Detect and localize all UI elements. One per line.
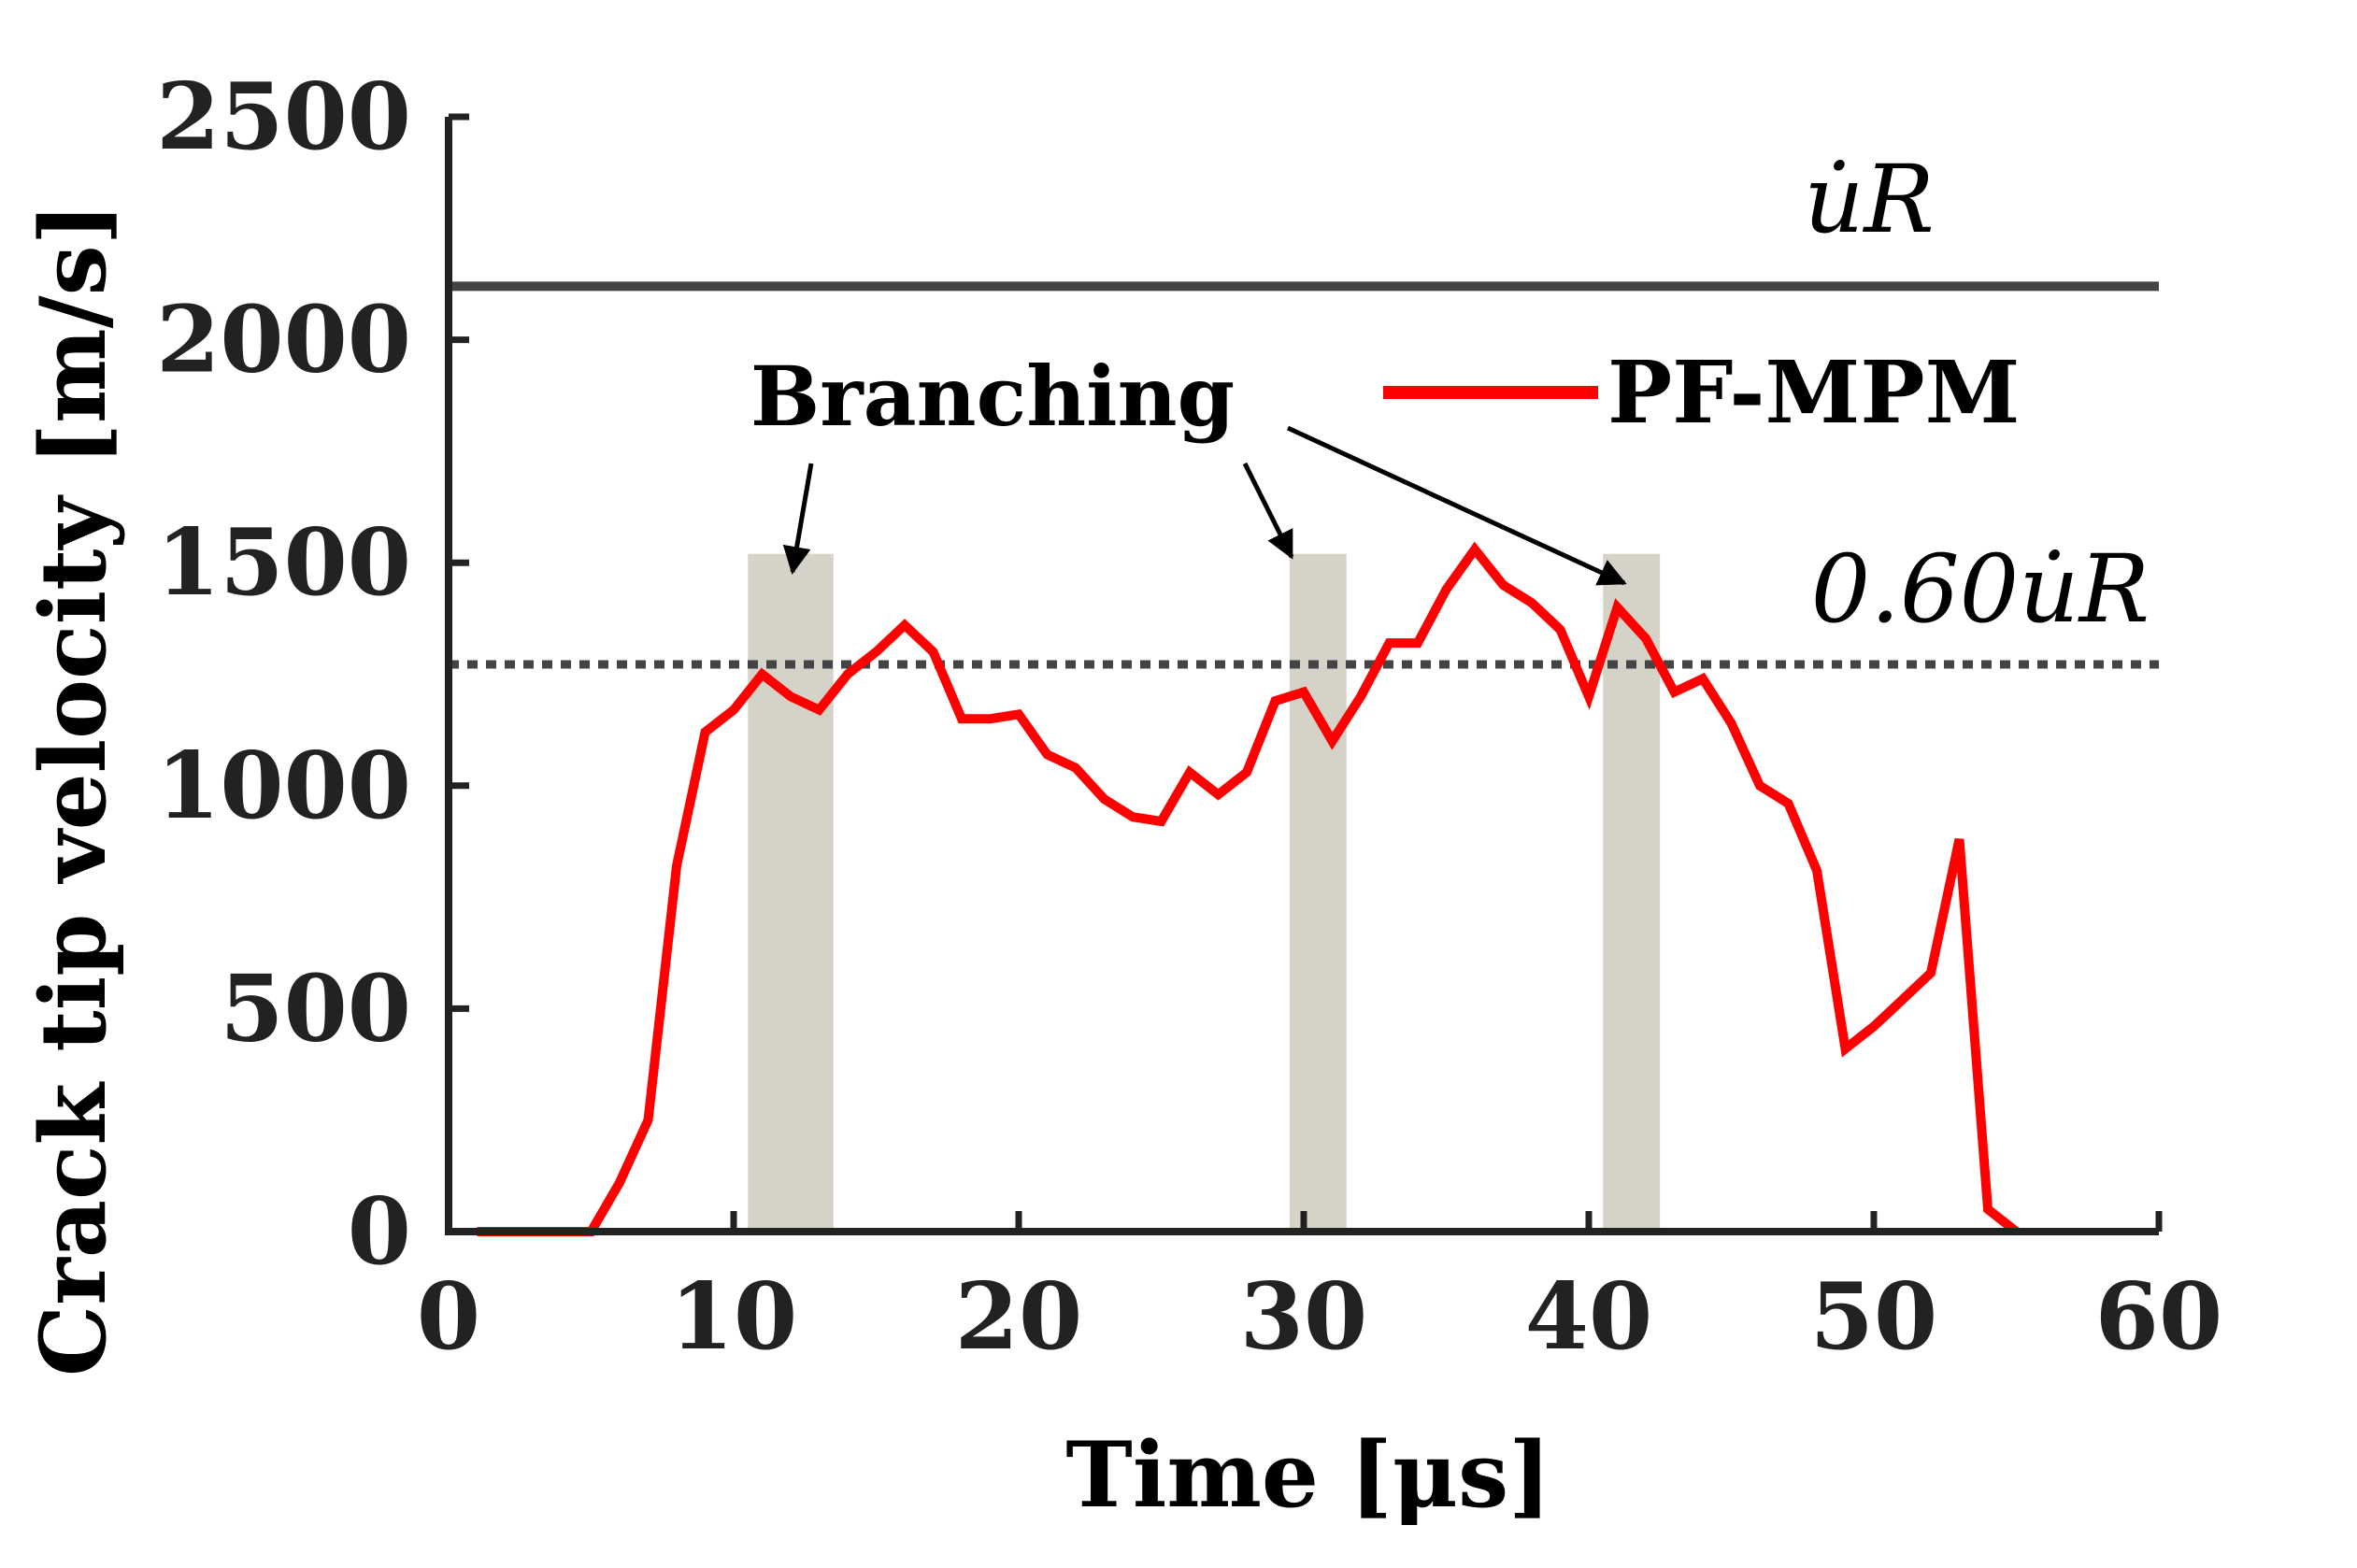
y-tick-label-500: 500 bbox=[220, 955, 411, 1062]
y-tick-label-2000: 2000 bbox=[156, 287, 411, 394]
y-tick-label-1000: 1000 bbox=[156, 733, 411, 840]
x-tick-label-20: 20 bbox=[955, 1263, 1082, 1371]
legend: PF-MPM bbox=[1383, 342, 2020, 443]
series-line-pf-mpm bbox=[477, 541, 2020, 1236]
x-tick-label-40: 40 bbox=[1525, 1263, 1652, 1371]
x-tick-label-60: 60 bbox=[2095, 1263, 2222, 1371]
x-tick-label-0: 0 bbox=[417, 1263, 480, 1371]
reference-lines bbox=[449, 281, 2159, 669]
x-tick-label-30: 30 bbox=[1240, 1263, 1367, 1371]
branching-arrows bbox=[782, 425, 1627, 586]
tick-labels: 0 10 20 30 40 50 60 0 500 1000 1500 2000 2500 bbox=[156, 64, 2222, 1371]
branching-region-2 bbox=[1289, 553, 1347, 1232]
ref-label-060ur: 0.60u̇R bbox=[1811, 535, 2150, 644]
tick-marks bbox=[445, 113, 2163, 1235]
branching-arrow-3 bbox=[1286, 425, 1627, 586]
branching-arrow-1 bbox=[782, 463, 814, 575]
x-tick-label-50: 50 bbox=[1810, 1263, 1937, 1371]
x-axis-label: Time [μs] bbox=[1065, 1422, 1550, 1528]
y-tick-label-0: 0 bbox=[348, 1178, 411, 1286]
y-tick-label-2500: 2500 bbox=[156, 64, 411, 171]
ref-label-ur: u̇R bbox=[1804, 145, 1935, 254]
branching-arrow-2 bbox=[1242, 462, 1294, 560]
branching-regions bbox=[748, 553, 1661, 1232]
y-tick-label-1500: 1500 bbox=[156, 509, 411, 617]
branching-region-1 bbox=[748, 553, 834, 1232]
y-axis-label: Crack tip velocity [m/s] bbox=[21, 203, 126, 1376]
x-tick-label-10: 10 bbox=[670, 1263, 797, 1371]
legend-label-pf-mpm: PF-MPM bbox=[1607, 342, 2020, 443]
series-group bbox=[477, 541, 2020, 1236]
branching-annotation: Branching bbox=[750, 348, 1235, 445]
